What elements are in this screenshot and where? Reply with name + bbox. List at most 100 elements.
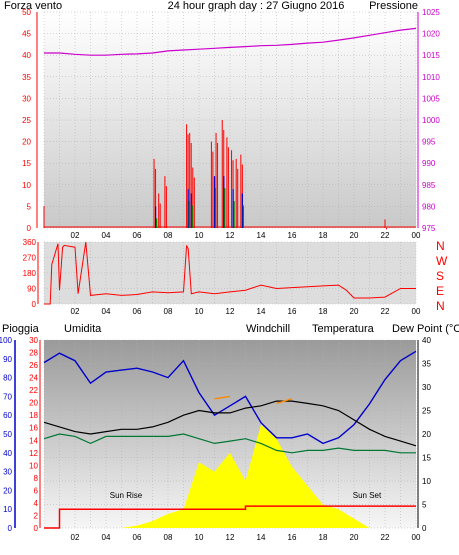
direction-compass-label: S <box>436 269 444 283</box>
temp-tick-label: 35 <box>422 360 431 369</box>
x-tick-label: 10 <box>195 307 204 316</box>
direction-compass-label: W <box>436 254 448 268</box>
x-tick-label: 18 <box>319 533 328 542</box>
wind-tick-label: 35 <box>22 73 31 82</box>
x-tick-label: 04 <box>102 533 111 542</box>
humidity-label: Umidita <box>64 323 102 335</box>
temp-tick-label: 25 <box>422 407 431 416</box>
x-tick-label: 18 <box>319 307 328 316</box>
humidity-tick-label: 30 <box>3 468 12 477</box>
direction-tick-label: 270 <box>23 254 37 263</box>
temp-tick-label: 40 <box>422 336 431 345</box>
dewpoint-line <box>43 433 416 454</box>
rain-tick-label: 8 <box>34 474 39 483</box>
direction-compass-label: N <box>436 239 445 253</box>
pressure-tick-label: 995 <box>422 138 436 147</box>
rain-tick-label: 24 <box>29 374 38 383</box>
direction-tick-label: 360 <box>23 238 37 247</box>
x-tick-label: 12 <box>226 307 235 316</box>
rain-tick-label: 2 <box>34 511 39 520</box>
x-tick-label: 20 <box>350 231 359 240</box>
x-tick-label: 22 <box>381 307 390 316</box>
temperature-label: Temperatura <box>312 323 375 335</box>
x-tick-label: 14 <box>257 307 266 316</box>
x-tick-label: 22 <box>381 231 390 240</box>
wind-tick-label: 50 <box>22 8 31 17</box>
header-wind-label: Forza vento <box>4 0 62 12</box>
humidity-tick-label: 70 <box>3 392 12 401</box>
pressure-tick-label: 1025 <box>422 8 440 17</box>
x-tick-label: 06 <box>133 231 142 240</box>
wind-tick-label: 15 <box>22 159 31 168</box>
direction-tick-label: 90 <box>27 285 36 294</box>
wind-tick-label: 30 <box>22 94 31 103</box>
wind-tick-label: 20 <box>22 138 31 147</box>
pressure-tick-label: 1020 <box>422 30 440 39</box>
x-tick-label: 20 <box>350 307 359 316</box>
temp-tick-label: 0 <box>422 524 427 533</box>
pressure-tick-label: 1015 <box>422 51 440 60</box>
rain-tick-label: 0 <box>34 524 39 533</box>
rain-line <box>44 505 416 529</box>
x-tick-label: 00 <box>412 533 421 542</box>
rain-tick-label: 14 <box>29 436 38 445</box>
rain-tick-label: 12 <box>29 449 38 458</box>
wind-tick-label: 40 <box>22 51 31 60</box>
temp-tick-label: 5 <box>422 501 427 510</box>
pressure-tick-label: 985 <box>422 181 436 190</box>
direction-tick-label: 180 <box>23 269 37 278</box>
pressure-tick-label: 1000 <box>422 116 440 125</box>
x-tick-label: 04 <box>102 307 111 316</box>
rain-tick-label: 16 <box>29 424 38 433</box>
humidity-tick-label: 40 <box>3 449 12 458</box>
x-tick-label: 14 <box>257 533 266 542</box>
x-tick-label: 20 <box>350 533 359 542</box>
temp-tick-label: 15 <box>422 454 431 463</box>
header-title: 24 hour graph day : 27 Giugno 2016 <box>168 0 345 12</box>
x-tick-label: 08 <box>164 307 173 316</box>
pressure-line <box>44 27 417 56</box>
rain-tick-label: 22 <box>29 386 38 395</box>
rain-tick-label: 4 <box>34 499 39 508</box>
wind-tick-label: 25 <box>22 116 31 125</box>
x-tick-label: 22 <box>381 533 390 542</box>
humidity-tick-label: 60 <box>3 411 12 420</box>
x-tick-label: 04 <box>102 231 111 240</box>
x-tick-label: 10 <box>195 231 204 240</box>
pressure-tick-label: 1010 <box>422 73 440 82</box>
humidity-tick-label: 10 <box>3 505 12 514</box>
wind-direction-line <box>44 241 416 305</box>
wind-tick-label: 10 <box>22 181 31 190</box>
humidity-tick-label: 90 <box>3 355 12 364</box>
rain-tick-label: 28 <box>29 349 38 358</box>
direction-tick-label: 0 <box>32 300 37 309</box>
temp-tick-label: 30 <box>422 383 431 392</box>
windchill-label: Windchill <box>246 323 290 335</box>
humidity-tick-label: 100 <box>0 336 13 345</box>
x-tick-label: 16 <box>288 307 297 316</box>
rain-tick-label: 30 <box>29 336 38 345</box>
wind-tick-label: 45 <box>22 30 31 39</box>
temp-tick-label: 10 <box>422 477 431 486</box>
temp-tick-label: 20 <box>422 430 431 439</box>
sun-rise-label: Sun Rise <box>110 491 143 500</box>
windchill-line <box>214 395 293 405</box>
x-tick-label: 12 <box>226 231 235 240</box>
wind-tick-label: 5 <box>27 202 32 211</box>
x-tick-label: 00 <box>412 307 421 316</box>
humidity-tick-label: 0 <box>8 524 13 533</box>
pressure-tick-label: 1005 <box>422 94 440 103</box>
wind-tick-label: 0 <box>27 224 32 233</box>
x-tick-label: 00 <box>412 231 421 240</box>
rain-tick-label: 18 <box>29 411 38 420</box>
solar-area <box>44 424 416 528</box>
humidity-tick-label: 50 <box>3 430 12 439</box>
x-tick-label: 16 <box>288 231 297 240</box>
humidity-tick-label: 80 <box>3 374 12 383</box>
x-tick-label: 14 <box>257 231 266 240</box>
dewpoint-label: Dew Point (°C <box>392 323 459 335</box>
pressure-tick-label: 975 <box>422 224 436 233</box>
x-tick-label: 10 <box>195 533 204 542</box>
humidity-line <box>43 350 417 445</box>
rain-tick-label: 10 <box>29 461 38 470</box>
